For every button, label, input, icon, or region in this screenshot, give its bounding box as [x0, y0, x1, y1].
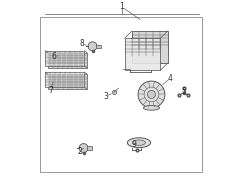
Circle shape	[79, 144, 88, 152]
Text: 3: 3	[103, 92, 108, 101]
Bar	[87, 147, 92, 150]
Bar	[132, 31, 168, 63]
Text: 9: 9	[131, 140, 136, 149]
Text: 6: 6	[52, 51, 57, 60]
Text: 4: 4	[168, 74, 173, 83]
Text: 5: 5	[181, 87, 186, 96]
Ellipse shape	[127, 138, 151, 148]
Bar	[48, 53, 87, 68]
Bar	[45, 72, 84, 87]
Bar	[125, 38, 160, 70]
Ellipse shape	[132, 140, 145, 145]
Circle shape	[138, 81, 165, 108]
Text: 2: 2	[78, 147, 82, 156]
Bar	[45, 51, 84, 66]
Bar	[40, 17, 202, 172]
Text: 8: 8	[80, 39, 84, 48]
Ellipse shape	[143, 105, 160, 110]
Text: 7: 7	[48, 86, 53, 94]
Circle shape	[147, 90, 155, 98]
Text: 1: 1	[120, 3, 124, 12]
Bar	[96, 45, 101, 48]
Circle shape	[88, 42, 97, 51]
Bar	[48, 74, 87, 89]
